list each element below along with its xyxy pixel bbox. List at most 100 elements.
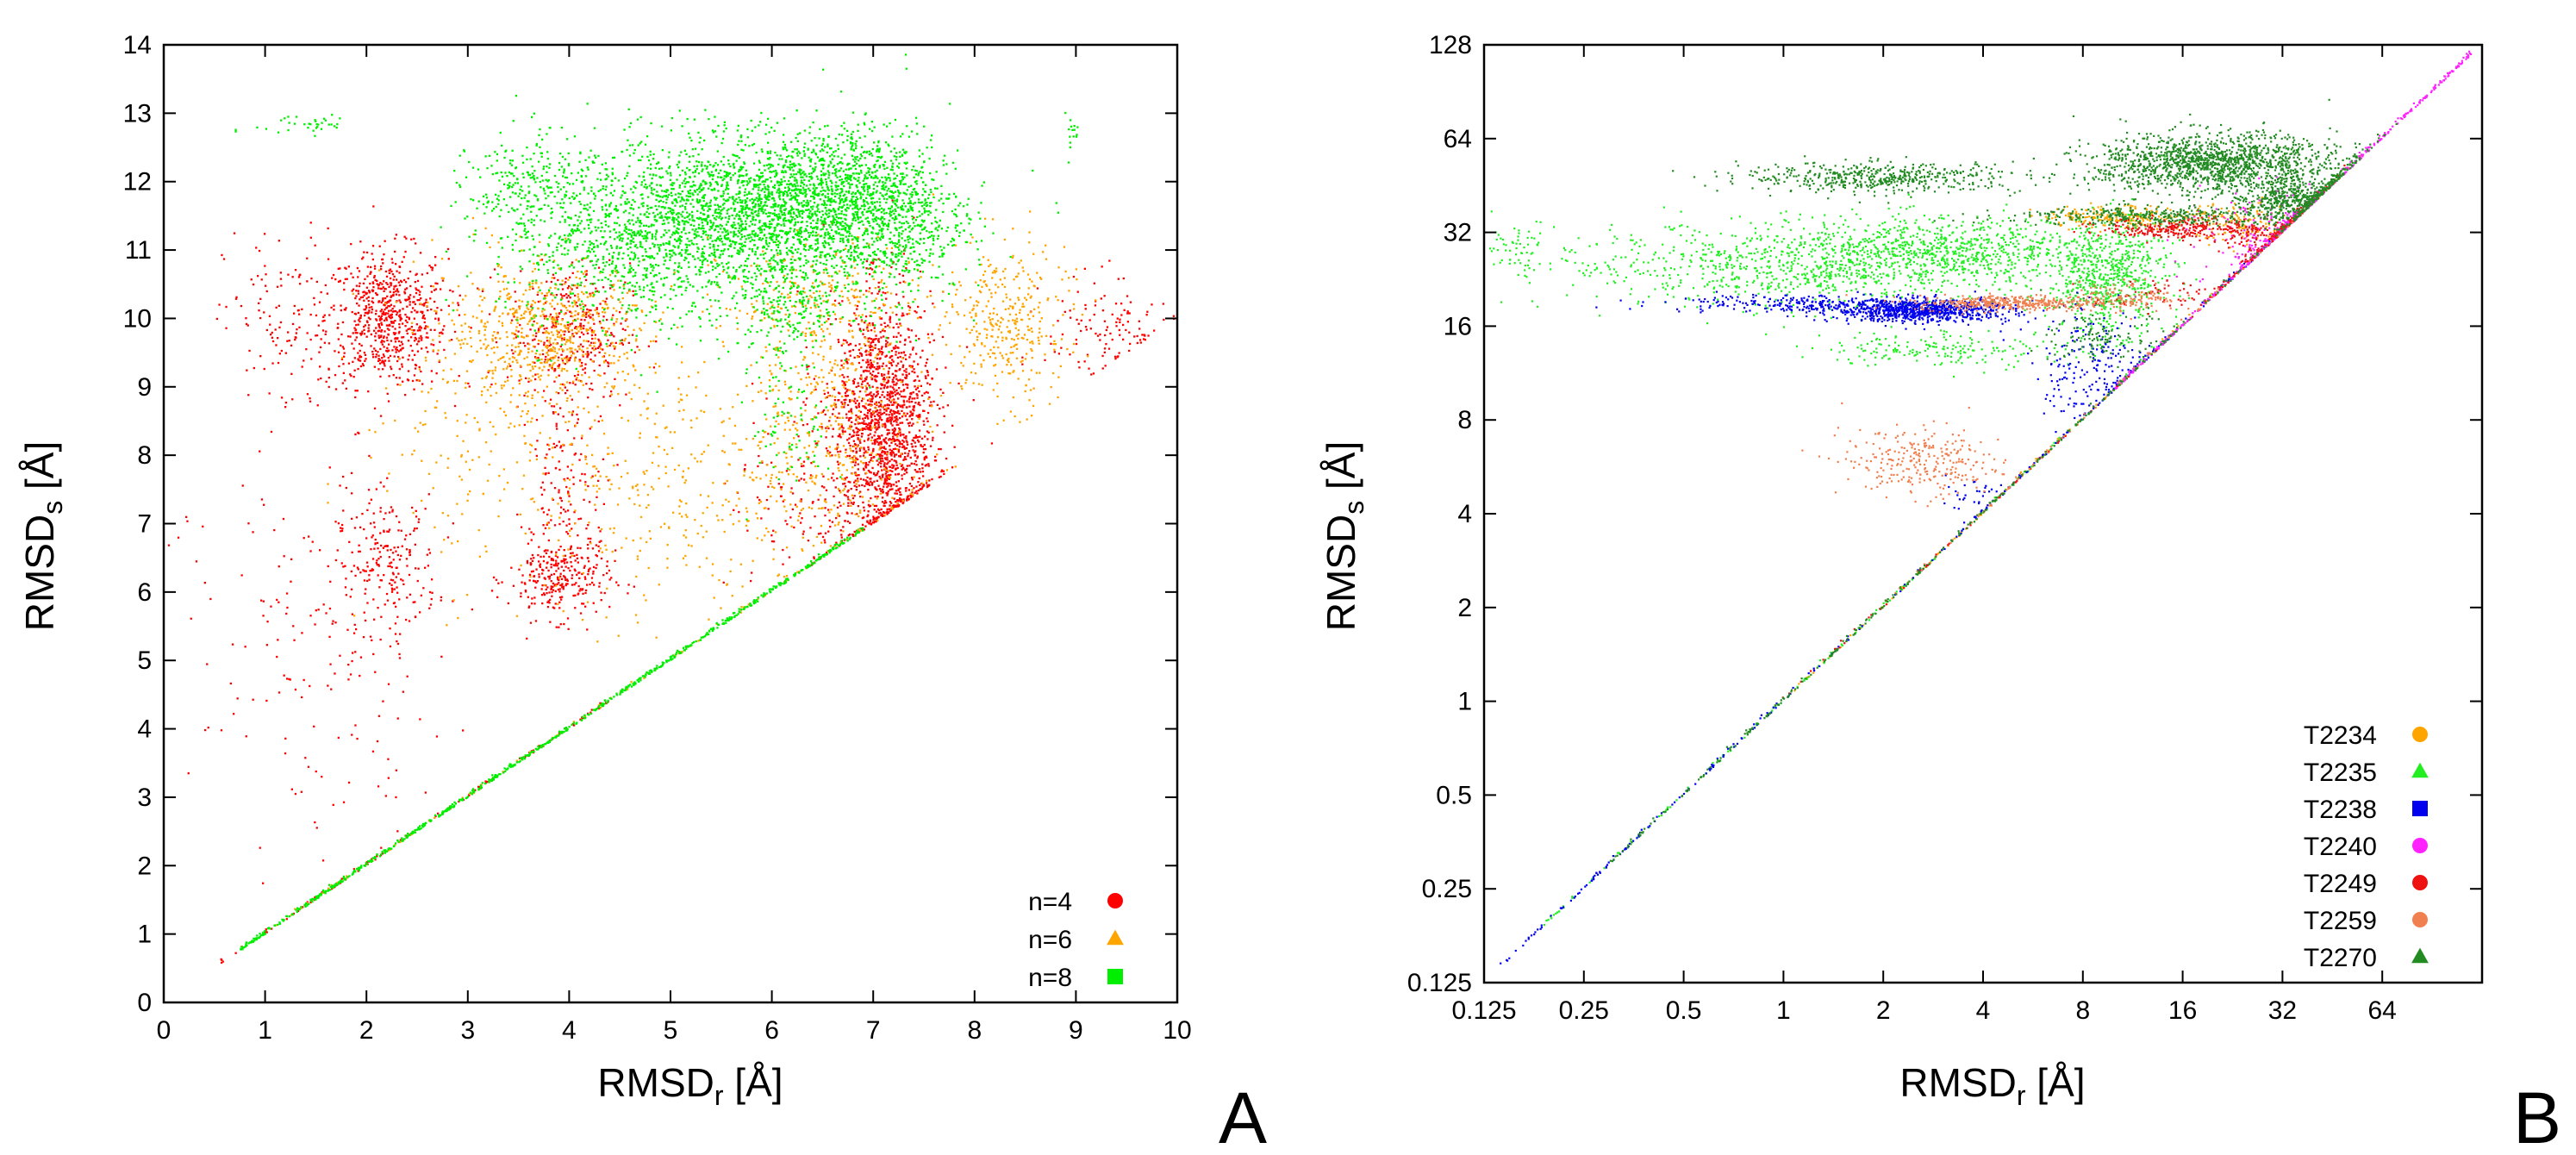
data-point: [665, 426, 668, 428]
data-point: [399, 319, 402, 322]
data-point: [632, 364, 634, 366]
data-point: [559, 572, 562, 575]
data-point: [608, 578, 611, 581]
data-point: [433, 300, 436, 303]
data-point: [300, 790, 303, 793]
data-point: [557, 413, 559, 415]
data-point: [910, 424, 914, 427]
data-point: [872, 517, 875, 520]
data-point: [252, 531, 254, 534]
data-point: [869, 409, 871, 411]
data-point: [391, 261, 394, 264]
data-point: [499, 337, 502, 340]
data-point: [546, 385, 548, 388]
data-point: [269, 323, 271, 326]
data-point: [354, 724, 357, 727]
data-point: [390, 284, 392, 287]
data-point: [569, 534, 571, 538]
data-point: [325, 330, 327, 333]
data-point: [899, 368, 901, 371]
data-point: [404, 250, 407, 253]
data-point: [1146, 310, 1149, 313]
data-point: [875, 380, 878, 383]
data-point: [845, 416, 848, 419]
data-point: [574, 424, 577, 427]
data-point: [1117, 278, 1120, 280]
data-point: [384, 240, 386, 242]
data-point: [554, 338, 557, 341]
data-point: [552, 585, 554, 588]
data-point: [378, 245, 381, 247]
data-point: [917, 471, 920, 473]
data-point: [833, 399, 836, 402]
data-point: [895, 314, 898, 316]
data-point: [883, 481, 886, 484]
data-point: [594, 474, 597, 477]
data-point: [569, 351, 571, 353]
data-point: [576, 553, 578, 556]
data-point: [514, 350, 516, 353]
data-point: [369, 282, 371, 285]
data-point: [801, 465, 803, 468]
data-point: [702, 536, 705, 539]
data-point: [865, 370, 869, 372]
data-point: [690, 545, 693, 547]
data-point: [493, 309, 496, 312]
data-point: [879, 453, 882, 456]
data-point: [515, 326, 518, 328]
data-point: [680, 500, 683, 503]
data-point: [1083, 360, 1086, 363]
data-point: [669, 431, 672, 434]
data-point: [826, 449, 829, 453]
data-point: [552, 346, 555, 348]
data-point: [747, 520, 750, 522]
data-point: [806, 423, 808, 426]
data-point: [408, 316, 410, 319]
data-point: [523, 312, 526, 315]
data-point: [342, 801, 346, 803]
data-point: [383, 363, 385, 365]
data-point: [923, 444, 926, 446]
data-point: [284, 737, 287, 740]
data-point: [410, 328, 413, 331]
data-point: [870, 412, 872, 415]
data-point: [874, 378, 876, 381]
data-point: [362, 364, 365, 367]
data-point: [589, 316, 592, 319]
data-point: [273, 528, 276, 532]
data-point: [864, 479, 867, 482]
data-point: [904, 353, 907, 357]
data-point: [362, 636, 365, 639]
data-point: [842, 483, 845, 485]
data-point: [896, 411, 899, 415]
data-point: [1106, 326, 1109, 328]
data-point: [399, 344, 402, 347]
data-point: [869, 453, 871, 456]
data-point: [889, 385, 892, 388]
data-point: [309, 338, 312, 341]
data-point: [371, 245, 375, 247]
data-point: [695, 386, 697, 389]
data-point: [379, 532, 382, 534]
data-point: [372, 598, 375, 601]
data-point: [533, 389, 536, 391]
data-point: [382, 353, 385, 356]
data-point: [633, 503, 636, 506]
data-point: [533, 314, 536, 316]
data-point: [574, 522, 577, 525]
data-point: [355, 284, 359, 287]
data-point: [741, 585, 744, 588]
data-point: [841, 300, 844, 303]
data-point: [396, 348, 398, 352]
data-point: [258, 302, 260, 304]
data-point: [557, 335, 559, 338]
data-point: [247, 394, 250, 396]
data-point: [545, 355, 547, 359]
data-point: [298, 313, 301, 315]
data-point: [890, 439, 893, 441]
data-point: [878, 415, 882, 418]
data-point: [437, 812, 440, 815]
data-point: [235, 296, 238, 298]
data-point: [526, 356, 528, 359]
data-point: [497, 320, 501, 322]
